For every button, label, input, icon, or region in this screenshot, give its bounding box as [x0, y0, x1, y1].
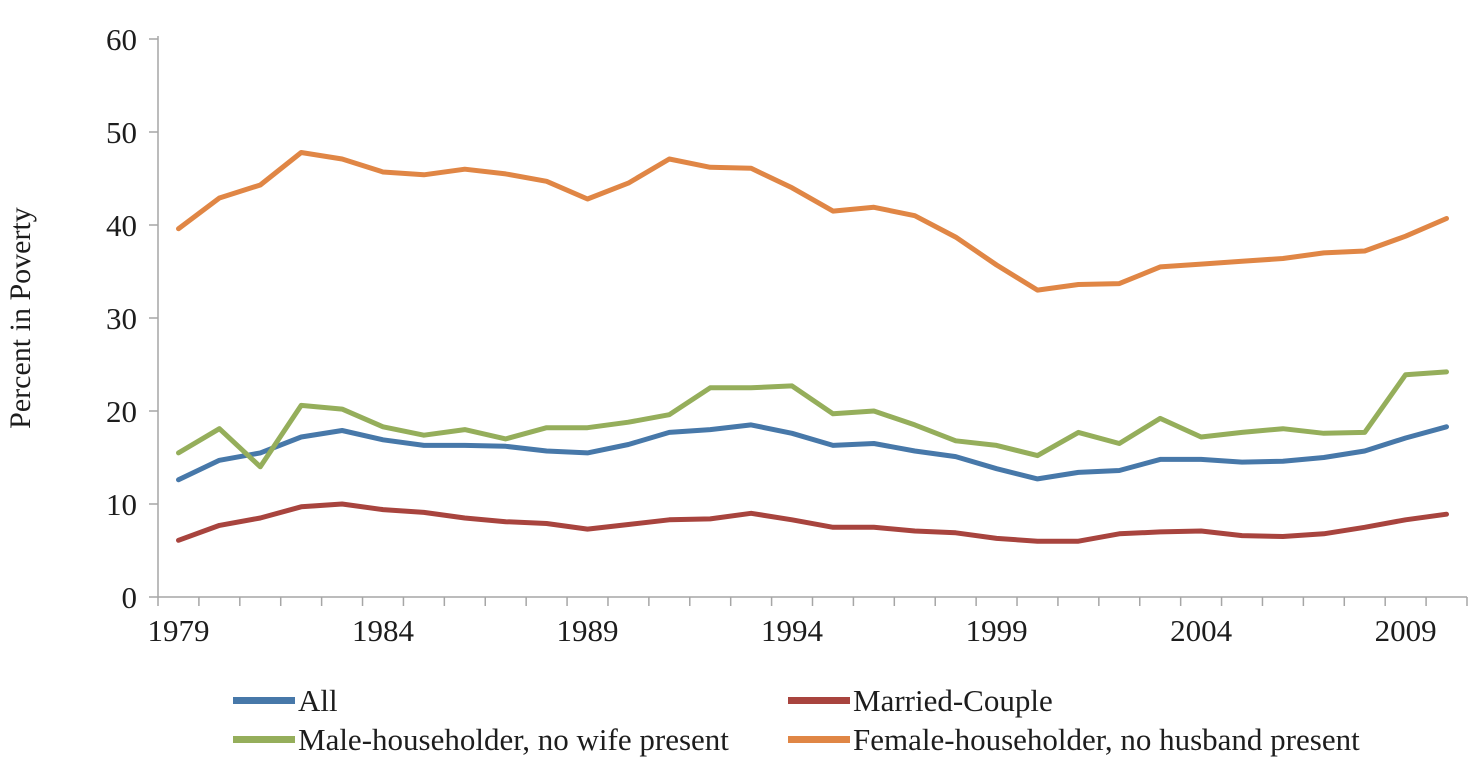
x-tick-label: 1984 [352, 613, 415, 648]
y-tick-label: 60 [106, 22, 137, 57]
chart-legend: All Married-Couple Male-householder, no … [233, 681, 1473, 759]
x-tick-label: 2004 [1170, 613, 1233, 648]
legend-swatch-male-householder [233, 736, 295, 743]
plot-area: 0 10 20 30 40 50 60 1979 1984 1989 1994 1999 2004 200… [4, 22, 1468, 648]
legend-row-2: Male-householder, no wife present Female… [233, 720, 1473, 759]
x-tick-label: 1989 [557, 613, 619, 648]
legend-item-married-couple: Married-Couple [788, 683, 1053, 719]
x-tick-label: 1979 [147, 613, 209, 648]
series-line-married-couple [176, 501, 1449, 544]
x-tick-label: 1999 [966, 613, 1028, 648]
y-tick-label: 40 [106, 208, 137, 243]
legend-label-all: All [298, 682, 338, 718]
y-axis-title: Percent in Poverty [4, 207, 37, 429]
legend-row-1: All Married-Couple [233, 681, 1473, 720]
series-line-female-householder-no-husband-present [176, 150, 1449, 293]
series-line-male-householder-no-wife-present [176, 369, 1449, 470]
y-tick-label: 30 [106, 301, 137, 336]
y-tick-label: 0 [122, 580, 138, 615]
x-tick-label: 1994 [761, 613, 824, 648]
series-line-all [176, 422, 1449, 483]
y-tick-label: 50 [106, 115, 137, 150]
x-tick-label: 2009 [1375, 613, 1437, 648]
legend-item-all: All [233, 683, 788, 719]
y-tick-label: 10 [106, 487, 137, 522]
legend-swatch-all [233, 697, 295, 704]
y-tick-label: 20 [106, 394, 137, 429]
legend-item-female-householder: Female-householder, no husband present [788, 722, 1360, 758]
legend-swatch-married-couple [788, 697, 850, 704]
legend-label-married-couple: Married-Couple [853, 682, 1053, 718]
legend-swatch-female-householder [788, 736, 850, 743]
legend-label-male-householder: Male-householder, no wife present [298, 721, 729, 757]
legend-label-female-householder: Female-householder, no husband present [853, 721, 1360, 757]
legend-item-male-householder: Male-householder, no wife present [233, 722, 788, 758]
